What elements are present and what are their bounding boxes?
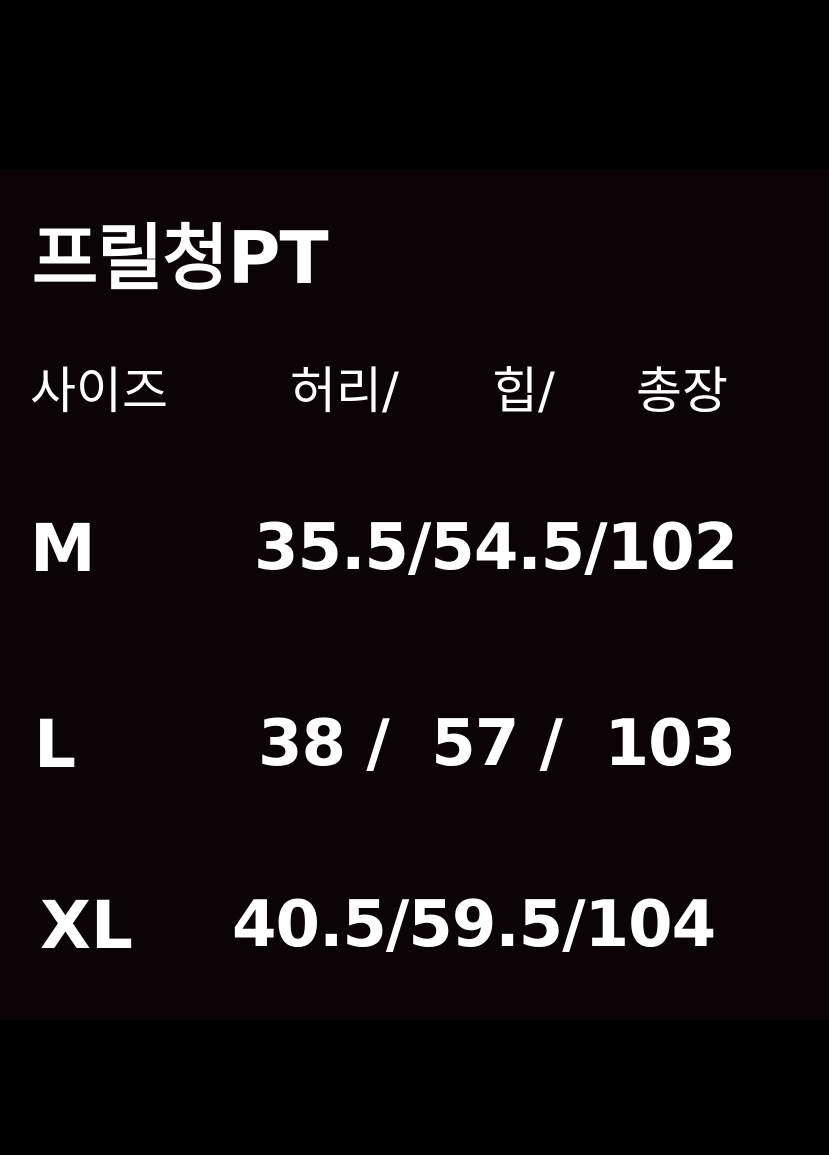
- header-hip: 힙/: [492, 362, 555, 420]
- header-size: 사이즈: [30, 362, 168, 420]
- measurements-l: 38 / 57 / 103: [258, 707, 736, 781]
- measurements-m: 35.5/54.5/102: [254, 511, 738, 585]
- product-title: 프릴청PT: [32, 216, 329, 300]
- content-panel: [0, 170, 829, 1020]
- size-label-l: L: [34, 706, 77, 783]
- header-waist: 허리/: [290, 362, 399, 420]
- measurements-xl: 40.5/59.5/104: [232, 888, 716, 962]
- size-label-m: M: [30, 510, 96, 587]
- size-label-xl: XL: [40, 887, 133, 964]
- header-length: 총장: [636, 362, 728, 420]
